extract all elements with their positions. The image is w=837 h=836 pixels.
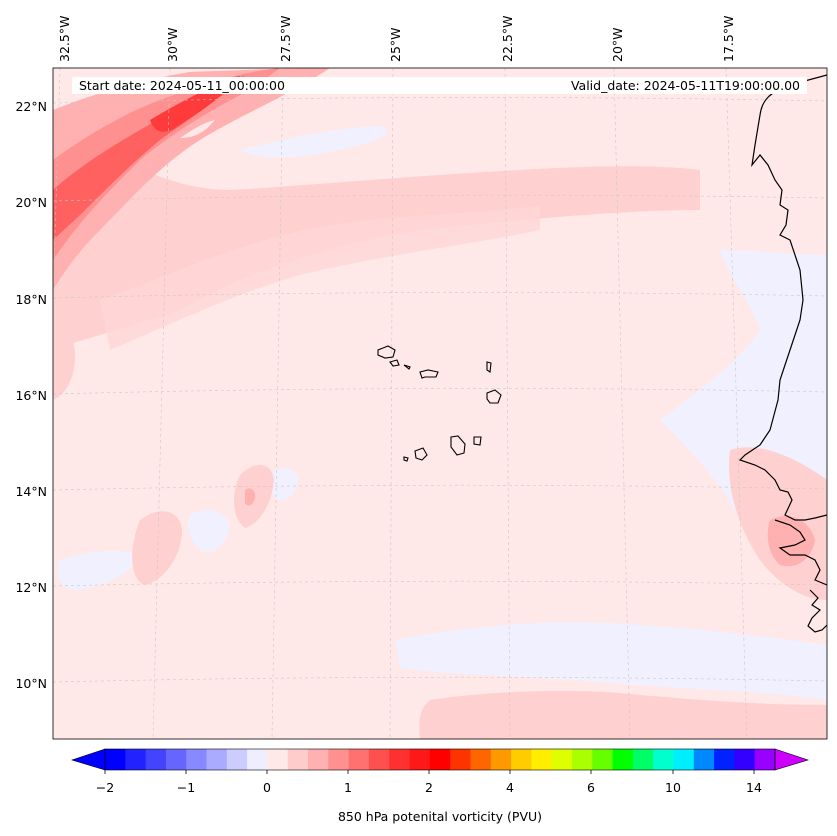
colorbar-segment [207, 749, 228, 770]
colorbar-segment [531, 749, 552, 770]
lat-label: 22°N [15, 99, 47, 114]
colorbar-segment [653, 749, 674, 770]
colorbar-segment [491, 749, 512, 770]
colorbar-segment [430, 749, 451, 770]
lon-labels: 32.5°W 30°W 27.5°W 25°W 22.5°W 20°W 17.5… [57, 16, 736, 62]
colorbar-under-arrow [72, 749, 105, 770]
colorbar-segment [105, 749, 126, 770]
colorbar-segment [511, 749, 532, 770]
lat-label: 12°N [15, 580, 47, 595]
colorbar-segment [328, 749, 349, 770]
colorbar-tick-label: 1 [344, 780, 352, 795]
colorbar-tick-label: 0 [263, 780, 271, 795]
colorbar-segment [369, 749, 390, 770]
colorbar-segment [755, 749, 776, 770]
colorbar-segment [186, 749, 207, 770]
colorbar-segment [592, 749, 613, 770]
lon-label: 32.5°W [57, 16, 72, 62]
colorbar-segment [552, 749, 573, 770]
colorbar-segment [613, 749, 634, 770]
colorbar-segment [125, 749, 146, 770]
lon-label: 30°W [165, 27, 180, 62]
lon-label: 20°W [610, 27, 625, 62]
lat-label: 18°N [15, 292, 47, 307]
colorbar-tick-label: 14 [746, 780, 762, 795]
colorbar-segment [470, 749, 491, 770]
lat-label: 10°N [15, 676, 47, 691]
colorbar-segment [146, 749, 167, 770]
lon-label: 17.5°W [721, 16, 736, 62]
lon-label: 25°W [388, 27, 403, 62]
map-figure: Start date: 2024-05-11_00:00:00 Valid_da… [0, 0, 837, 836]
colorbar-ticks [105, 770, 754, 774]
colorbar-segment [450, 749, 471, 770]
colorbar-segment [349, 749, 370, 770]
lat-labels: 22°N 20°N 18°N 16°N 14°N 12°N 10°N [15, 99, 47, 691]
colorbar-segment [267, 749, 288, 770]
colorbar-tick-label: 2 [425, 780, 433, 795]
colorbar-segment [389, 749, 410, 770]
colorbar-segment [714, 749, 735, 770]
colorbar-tick-label: 4 [506, 780, 514, 795]
lon-label: 22.5°W [500, 16, 515, 62]
lat-label: 14°N [15, 484, 47, 499]
colorbar-segment [694, 749, 715, 770]
lon-label: 27.5°W [278, 16, 293, 62]
lat-label: 20°N [15, 195, 47, 210]
colorbar-segment [572, 749, 593, 770]
colorbar-segment [288, 749, 309, 770]
colorbar-segment [227, 749, 248, 770]
colorbar: −2 −1 0 1 2 4 6 10 14 850 hPa potenital … [72, 749, 808, 824]
colorbar-tick-label: −2 [96, 780, 114, 795]
colorbar-over-arrow [775, 749, 808, 770]
colorbar-segment [166, 749, 187, 770]
map-panel: Start date: 2024-05-11_00:00:00 Valid_da… [40, 68, 827, 739]
colorbar-label: 850 hPa potenital vorticity (PVU) [338, 809, 542, 824]
colorbar-segment [633, 749, 654, 770]
colorbar-segment [734, 749, 755, 770]
colorbar-segment [247, 749, 268, 770]
colorbar-tick-label: 6 [587, 780, 595, 795]
colorbar-tick-label: 10 [665, 780, 681, 795]
valid-date-text: Valid_date: 2024-05-11T19:00:00.00 [571, 78, 800, 93]
colorbar-segment [410, 749, 431, 770]
lat-label: 16°N [15, 388, 47, 403]
colorbar-tick-label: −1 [177, 780, 195, 795]
colorbar-segments [105, 749, 775, 770]
start-date-text: Start date: 2024-05-11_00:00:00 [79, 78, 285, 93]
colorbar-segment [308, 749, 329, 770]
colorbar-segment [673, 749, 694, 770]
